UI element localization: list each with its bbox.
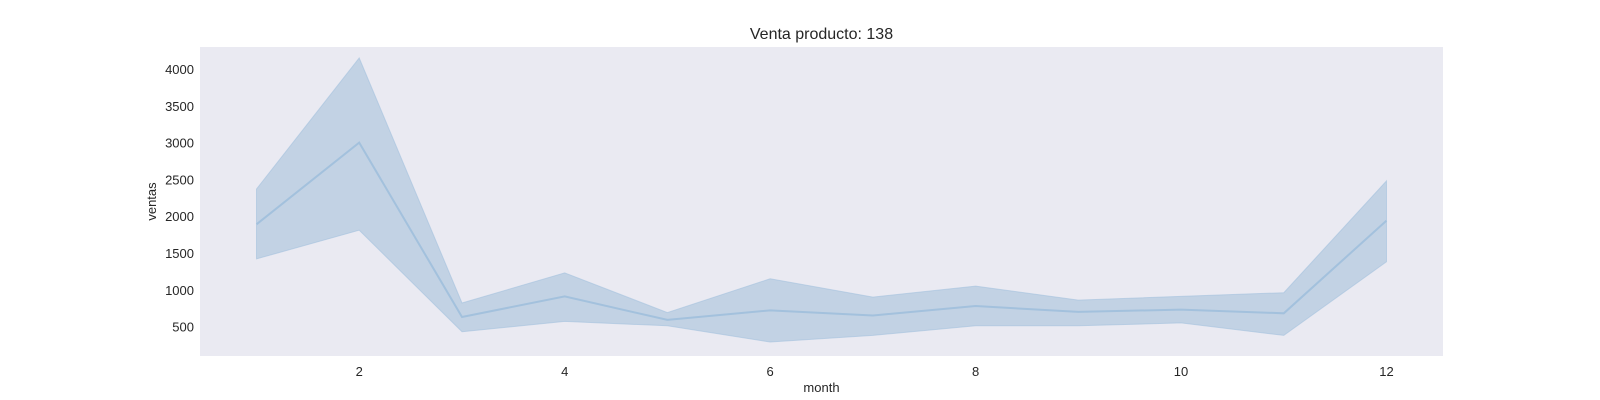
- y-tick-label: 2500: [165, 172, 194, 187]
- chart-title: Venta producto: 138: [750, 26, 893, 43]
- x-tick-label: 6: [767, 364, 774, 379]
- y-tick-label: 2000: [165, 209, 194, 224]
- y-tick-label: 1500: [165, 246, 194, 261]
- x-tick-label: 12: [1379, 364, 1393, 379]
- y-axis-label: ventas: [144, 182, 159, 221]
- x-tick-label: 8: [972, 364, 979, 379]
- y-tick-label: 4000: [165, 62, 194, 77]
- x-tick-label: 4: [561, 364, 568, 379]
- x-axis-label: month: [803, 380, 839, 395]
- x-tick-label: 2: [356, 364, 363, 379]
- y-tick-label: 500: [172, 320, 194, 335]
- y-tick-label: 3000: [165, 136, 194, 151]
- y-tick-label: 3500: [165, 99, 194, 114]
- series-line: [255, 141, 1388, 321]
- x-tick-label: 10: [1174, 364, 1188, 379]
- y-tick-label: 1000: [165, 283, 194, 298]
